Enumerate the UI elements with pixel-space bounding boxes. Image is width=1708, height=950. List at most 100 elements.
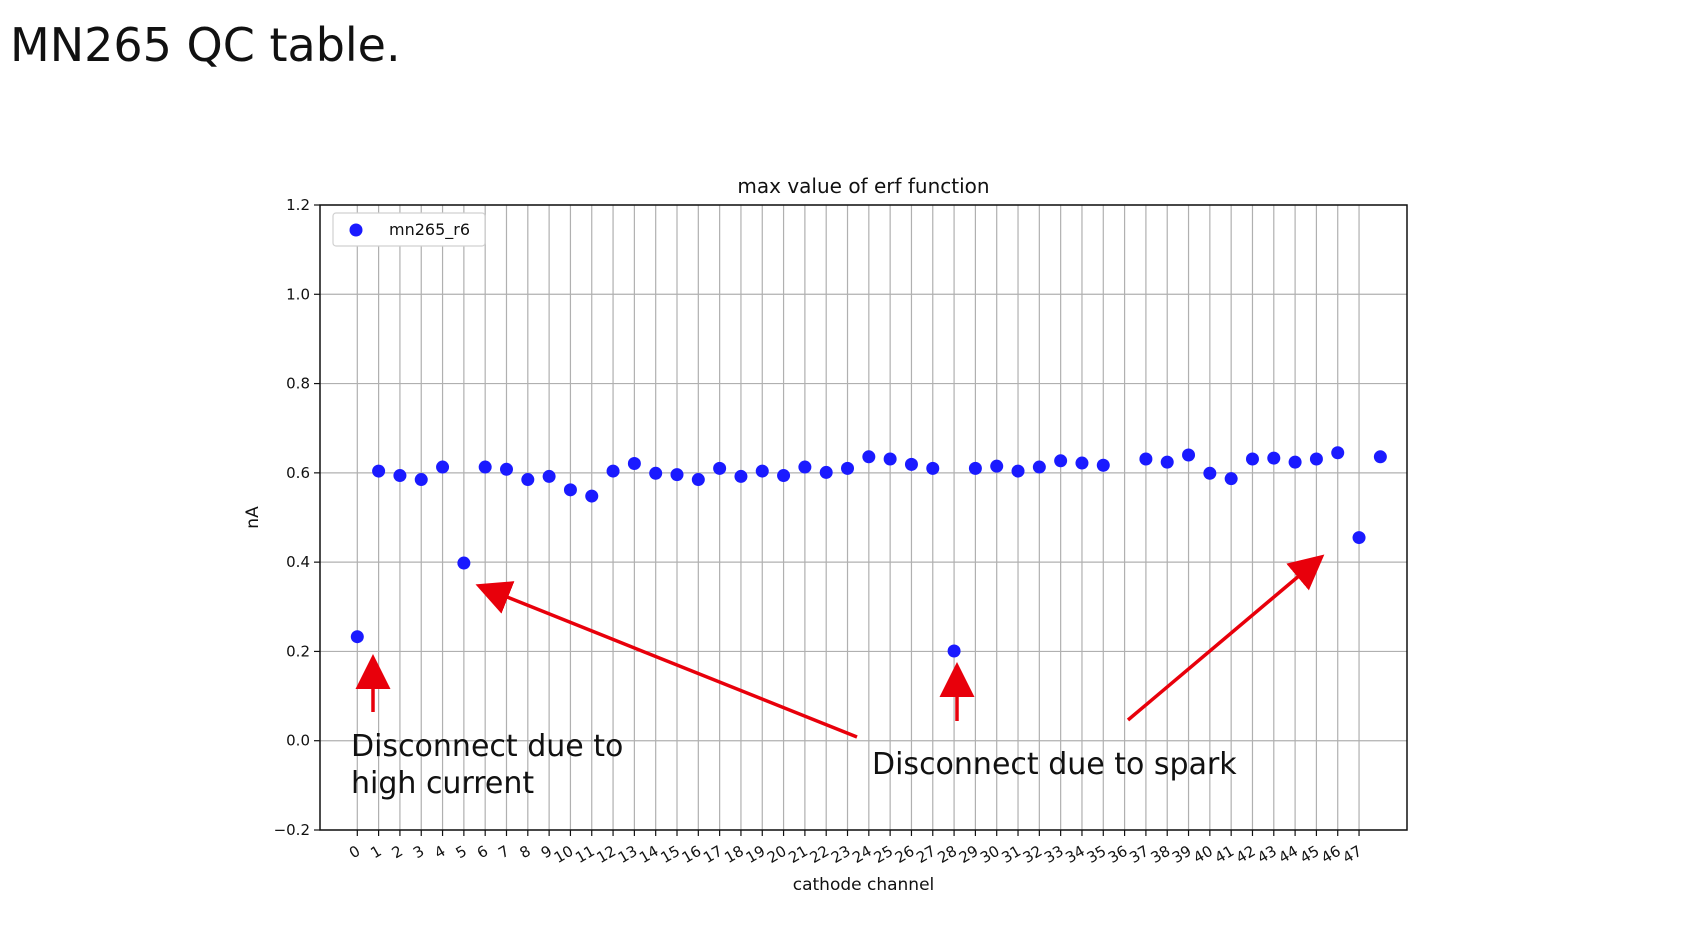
x-tick-label: 45 — [1297, 842, 1323, 867]
x-tick-label: 3 — [410, 842, 427, 862]
x-tick-label: 5 — [453, 842, 470, 862]
data-point — [1245, 452, 1259, 466]
x-tick-label: 11 — [572, 842, 598, 867]
x-tick-label: 29 — [956, 842, 982, 867]
x-tick-label: 0 — [346, 842, 363, 862]
y-tick-label: 0.8 — [286, 375, 310, 393]
x-tick-label: 37 — [1126, 842, 1152, 867]
x-axis-title: cathode channel — [793, 875, 935, 895]
data-point — [627, 456, 641, 470]
annotation-arrow-channel-46 — [1126, 554, 1325, 722]
data-point — [649, 466, 663, 480]
data-point — [499, 462, 513, 476]
x-tick-label: 27 — [913, 842, 939, 867]
legend-label: mn265_r6 — [389, 220, 470, 240]
data-point — [542, 469, 556, 483]
x-tick-label: 2 — [389, 842, 406, 862]
y-tick-label: 1.2 — [286, 196, 310, 214]
data-point — [841, 461, 855, 475]
data-point — [990, 459, 1004, 473]
legend-marker — [349, 223, 363, 237]
y-tick-label: 0.4 — [286, 553, 310, 571]
data-point — [904, 457, 918, 471]
x-tick-label: 40 — [1190, 842, 1216, 867]
data-point — [1139, 452, 1153, 466]
x-tick-label: 36 — [1105, 842, 1131, 867]
data-point — [1096, 458, 1110, 472]
x-tick-label: 44 — [1276, 842, 1302, 867]
legend-box — [332, 212, 486, 247]
x-tick-label: 24 — [849, 842, 875, 867]
x-tick-label: 38 — [1148, 842, 1174, 867]
annotation-text-high-current-line-2: high current — [351, 766, 534, 801]
data-point — [414, 473, 428, 487]
data-point — [1032, 460, 1046, 474]
data-point — [1373, 450, 1387, 464]
data-point — [777, 469, 791, 483]
data-point — [457, 556, 471, 570]
x-tick-label: 28 — [935, 842, 961, 867]
data-point — [1224, 472, 1238, 486]
x-tick-label: 21 — [785, 842, 811, 867]
data-point — [563, 483, 577, 497]
data-point — [883, 452, 897, 466]
data-point — [1203, 466, 1217, 480]
data-point — [968, 461, 982, 475]
data-point — [947, 644, 961, 658]
x-tick-label: 20 — [764, 842, 790, 867]
y-tick-label: 0.2 — [286, 642, 310, 660]
data-point — [819, 465, 833, 479]
x-tick-label: 10 — [551, 842, 577, 867]
data-point — [521, 473, 535, 487]
data-point — [1352, 531, 1366, 545]
x-tick-label: 25 — [871, 842, 897, 867]
annotation-arrow-channel-5 — [475, 581, 858, 739]
data-point — [926, 461, 940, 475]
chart-title: max value of erf function — [737, 174, 989, 198]
x-tick-label: 18 — [721, 842, 747, 867]
x-tick-label: 6 — [474, 842, 491, 862]
annotation-text-high-current-line-1: Disconnect due to — [351, 729, 623, 764]
data-point — [691, 473, 705, 487]
x-tick-label: 43 — [1254, 842, 1280, 867]
y-tick-label: 0.6 — [286, 464, 310, 482]
x-tick-label: 31 — [998, 842, 1024, 867]
x-tick-label: 46 — [1318, 842, 1344, 867]
data-point — [1309, 452, 1323, 466]
x-tick-label: 1 — [367, 842, 384, 862]
data-point — [1267, 451, 1281, 465]
data-point — [372, 464, 386, 478]
x-tick-label: 26 — [892, 842, 918, 867]
data-point — [755, 464, 769, 478]
x-tick-label: 14 — [636, 842, 662, 867]
x-tick-label: 23 — [828, 842, 854, 867]
y-tick-label: 0.0 — [286, 732, 310, 750]
x-tick-label: 7 — [495, 842, 512, 862]
slide-title: MN265 QC table. — [10, 18, 401, 72]
data-point — [436, 460, 450, 474]
x-tick-label: 39 — [1169, 842, 1195, 867]
data-point — [393, 469, 407, 483]
y-tick-label: 1.0 — [286, 285, 310, 303]
data-point — [1182, 448, 1196, 462]
data-point — [1075, 456, 1089, 470]
x-tick-label: 35 — [1084, 842, 1110, 867]
x-tick-label: 33 — [1041, 842, 1067, 867]
x-tick-label: 34 — [1062, 842, 1088, 867]
x-tick-label: 12 — [594, 842, 620, 867]
data-point — [350, 630, 364, 644]
x-tick-label: 13 — [615, 842, 641, 867]
data-point — [1054, 454, 1068, 468]
data-point — [670, 468, 684, 482]
data-point — [606, 464, 620, 478]
x-tick-label: 8 — [517, 842, 534, 862]
x-tick-label: 4 — [431, 842, 448, 862]
data-point — [1331, 446, 1345, 460]
data-point — [585, 489, 599, 503]
data-point — [478, 460, 492, 474]
data-point — [798, 460, 812, 474]
plot-frame — [319, 204, 1408, 831]
data-point — [1160, 455, 1174, 469]
